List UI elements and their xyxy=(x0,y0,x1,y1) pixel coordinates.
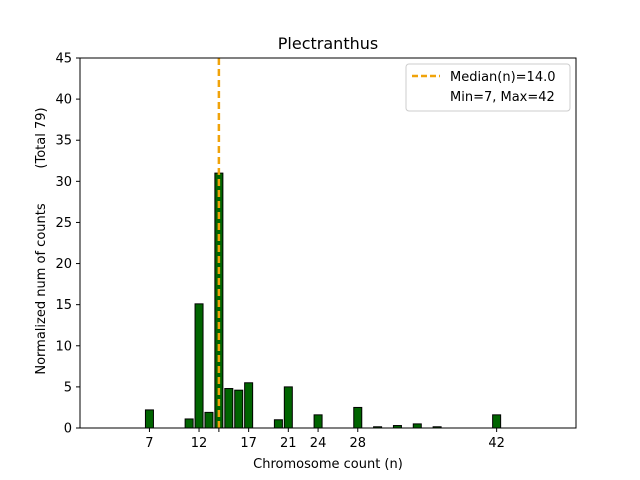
bar-n-11 xyxy=(184,418,194,429)
y-tick-label-20: 20 xyxy=(55,257,72,272)
legend-box xyxy=(405,63,571,112)
x-tick-label-12: 12 xyxy=(191,436,208,451)
y-tick-label-25: 25 xyxy=(55,216,72,231)
x-tick-label-17: 17 xyxy=(240,436,257,451)
y-tick-label-0: 0 xyxy=(64,422,72,437)
bar-n-34 xyxy=(412,423,422,429)
y-axis-total-label: (Total 79) xyxy=(34,107,49,168)
bar-n-15 xyxy=(224,388,234,429)
x-tick-label-24: 24 xyxy=(310,436,327,451)
legend-entry-median: Median(n)=14.0 xyxy=(450,70,556,85)
y-tick-label-35: 35 xyxy=(55,134,72,149)
y-tick-label-45: 45 xyxy=(55,52,72,67)
bar-n-7 xyxy=(144,409,154,429)
y-tick-label-15: 15 xyxy=(55,298,72,313)
y-tick-label-5: 5 xyxy=(64,380,72,395)
y-axis: 0 5 10 15 20 25 30 35 40 45 xyxy=(55,52,80,437)
y-tick-label-10: 10 xyxy=(55,339,72,354)
x-tick-label-7: 7 xyxy=(145,436,153,451)
y-tick-label-30: 30 xyxy=(55,175,72,190)
plot-frame xyxy=(79,57,577,429)
bar-n-28 xyxy=(353,406,363,429)
x-tick-label-28: 28 xyxy=(349,436,366,451)
x-axis-label: Chromosome count (n) xyxy=(253,457,403,472)
x-axis: 7 12 17 21 24 28 42 xyxy=(145,428,505,451)
x-tick-label-42: 42 xyxy=(488,436,505,451)
bar-n-21 xyxy=(283,386,293,429)
x-tick-label-21: 21 xyxy=(280,436,297,451)
bar-n-42 xyxy=(492,414,502,429)
chart-title: Plectranthus xyxy=(278,34,378,53)
bar-n-12 xyxy=(194,303,204,429)
bar-n-17 xyxy=(244,382,254,429)
bar-n-20 xyxy=(273,419,283,429)
legend-entry-minmax: Min=7, Max=42 xyxy=(450,90,555,105)
bar-n-24 xyxy=(313,414,323,429)
bar-n-13 xyxy=(204,411,214,429)
legend: Median(n)=14.0 Min=7, Max=42 xyxy=(405,63,571,112)
y-axis-label: Normalized num of counts xyxy=(34,203,49,374)
bar-n-16 xyxy=(234,389,244,429)
y-tick-label-40: 40 xyxy=(55,93,72,108)
